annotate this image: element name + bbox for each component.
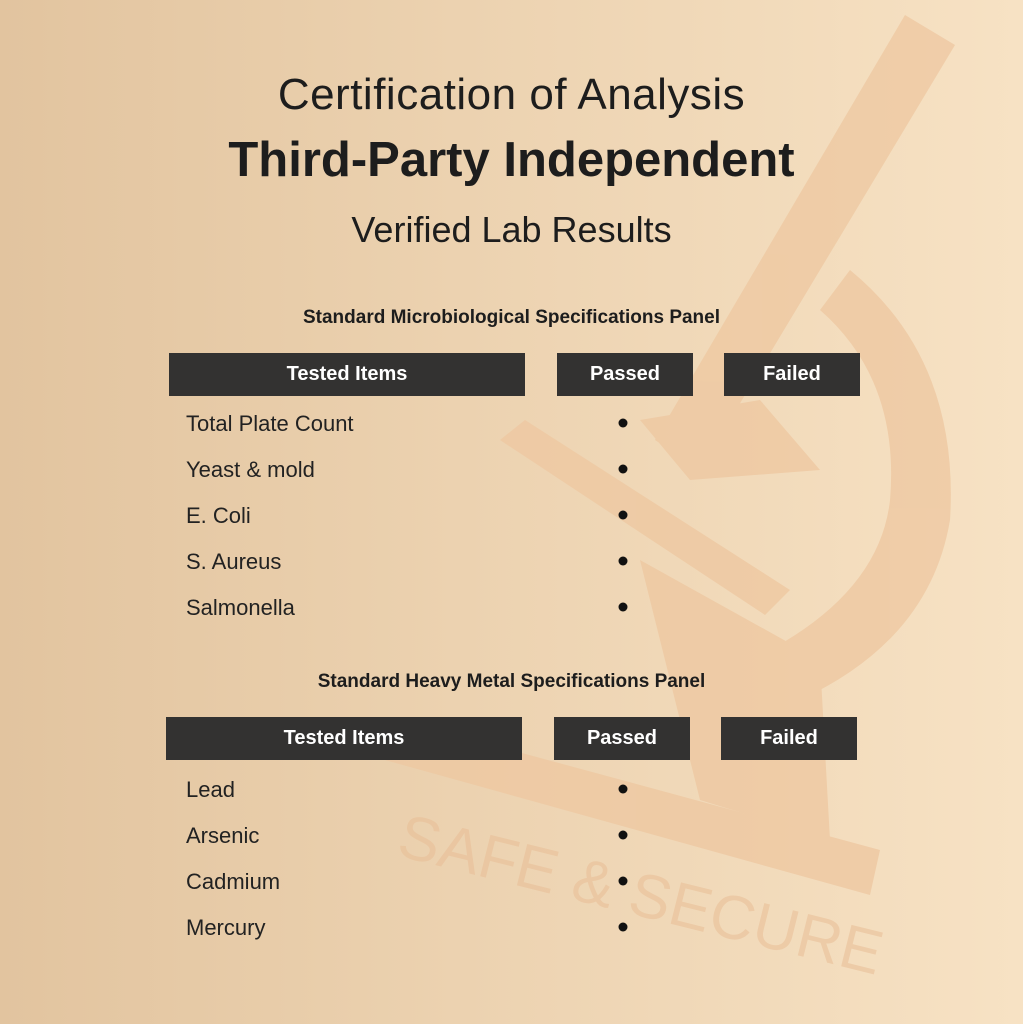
passed-mark-icon bbox=[618, 602, 628, 612]
column-header-failed: Failed bbox=[724, 353, 860, 396]
tested-item: Lead bbox=[186, 777, 235, 802]
passed-mark-icon bbox=[618, 784, 628, 794]
tested-item: Cadmium bbox=[186, 869, 281, 894]
passed-mark-icon bbox=[618, 830, 628, 840]
passed-mark-icon bbox=[618, 922, 628, 932]
panel-title-microbiological: Standard Microbiological Specifications … bbox=[302, 307, 721, 328]
passed-mark-icon bbox=[618, 876, 628, 886]
tested-item: Total Plate Count bbox=[186, 411, 354, 436]
page-title: Certification of Analysis bbox=[277, 70, 746, 119]
passed-mark-icon bbox=[618, 464, 628, 474]
panel-title-heavy-metal: Standard Heavy Metal Specifications Pane… bbox=[317, 671, 706, 692]
page-tagline: Verified Lab Results bbox=[351, 209, 672, 250]
passed-mark-icon bbox=[618, 556, 628, 566]
page-subtitle: Third-Party Independent bbox=[228, 133, 795, 187]
passed-mark-icon bbox=[618, 510, 628, 520]
column-header-tested-items: Tested Items bbox=[166, 717, 522, 760]
passed-mark-icon bbox=[618, 418, 628, 428]
tested-item: Salmonella bbox=[186, 595, 295, 620]
tested-item: Mercury bbox=[186, 915, 266, 940]
tested-item: S. Aureus bbox=[186, 549, 282, 574]
column-header-failed: Failed bbox=[721, 717, 857, 760]
tested-item: Yeast & mold bbox=[186, 457, 315, 482]
tested-item: E. Coli bbox=[186, 503, 251, 528]
column-header-passed: Passed bbox=[554, 717, 690, 760]
column-header-passed: Passed bbox=[557, 353, 693, 396]
column-header-tested-items: Tested Items bbox=[169, 353, 525, 396]
tested-item: Arsenic bbox=[186, 823, 260, 848]
